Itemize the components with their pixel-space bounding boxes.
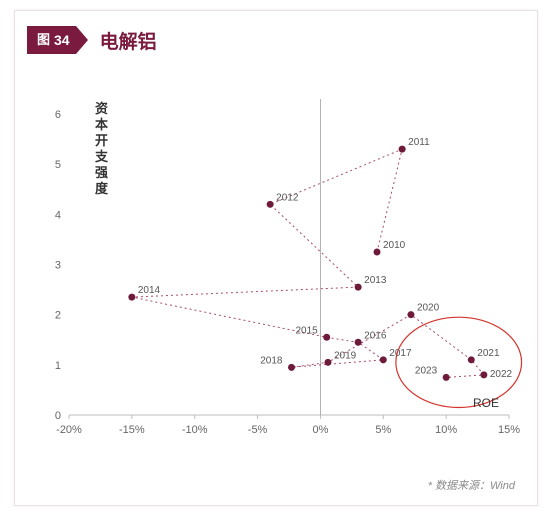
point-label: 2014	[138, 285, 161, 296]
chart-card: 图 34 电解铝 -20%-15%-10%-5%0%5%10%15%012345…	[14, 10, 538, 506]
data-point	[355, 339, 362, 346]
data-point	[480, 371, 487, 378]
x-axis-title: ROE	[473, 396, 499, 410]
y-axis-title-char: 本	[95, 117, 108, 132]
y-axis-title-char: 强	[95, 165, 108, 180]
data-point	[443, 374, 450, 381]
x-tick-label: 10%	[435, 424, 457, 436]
trend-path	[132, 149, 484, 377]
y-tick-label: 4	[55, 209, 61, 221]
data-point	[399, 146, 406, 153]
x-tick-label: -5%	[248, 424, 268, 436]
figure-tag-number: 34	[54, 26, 70, 54]
y-axis-title-char: 开	[95, 133, 108, 148]
point-label: 2021	[477, 348, 500, 359]
data-point	[355, 284, 362, 291]
x-tick-label: -20%	[56, 424, 82, 436]
scatter-chart: -20% -15% -10% -5% 0% 5% 10% 15% 0 1 2 3 4 5 6 2010 2011…	[33, 93, 519, 453]
figure-tag: 图 34	[27, 26, 76, 54]
data-point	[374, 248, 381, 255]
data-point	[267, 201, 274, 208]
data-point	[323, 334, 330, 341]
point-label: 2013	[364, 275, 387, 286]
y-tick-label: 5	[55, 159, 61, 171]
figure-tag-prefix: 图	[37, 26, 50, 54]
point-label: 2012	[276, 192, 299, 203]
data-point	[468, 356, 475, 363]
highlight-ellipse	[396, 317, 522, 407]
point-label: 2016	[364, 330, 387, 341]
y-tick-label: 1	[55, 360, 61, 372]
y-tick-label: 3	[55, 260, 61, 272]
point-label: 2020	[417, 303, 440, 314]
point-label: 2018	[260, 355, 283, 366]
y-tick-label: 2	[55, 310, 61, 322]
y-axis-title-char: 资	[95, 101, 108, 116]
x-tick-label: -10%	[182, 424, 208, 436]
y-axis-title-char: 度	[95, 181, 109, 196]
point-label: 2019	[334, 350, 357, 361]
data-point	[128, 294, 135, 301]
point-label: 2022	[490, 369, 513, 380]
data-source-footnote: * 数据来源：Wind	[428, 477, 515, 493]
y-tick-label: 6	[55, 109, 61, 121]
data-point	[288, 364, 295, 371]
chart-svg: -20% -15% -10% -5% 0% 5% 10% 15% 0 1 2 3 4 5 6 2010 2011…	[33, 93, 519, 453]
point-label: 2023	[415, 365, 438, 376]
figure-title: 电解铝	[100, 27, 157, 54]
data-point	[380, 356, 387, 363]
point-label: 2017	[389, 348, 412, 359]
figure-header: 图 34 电解铝	[27, 25, 157, 55]
data-point	[324, 359, 331, 366]
point-label: 2011	[408, 137, 430, 148]
data-point	[407, 311, 414, 318]
x-tick-label: 5%	[375, 424, 391, 436]
x-tick-label: -15%	[119, 424, 145, 436]
x-tick-label: 15%	[498, 424, 520, 436]
y-axis-title-char: 支	[94, 149, 109, 164]
y-tick-label: 0	[55, 410, 61, 422]
point-label: 2010	[383, 240, 406, 251]
x-tick-label: 0%	[312, 424, 328, 436]
point-label: 2015	[295, 325, 318, 336]
